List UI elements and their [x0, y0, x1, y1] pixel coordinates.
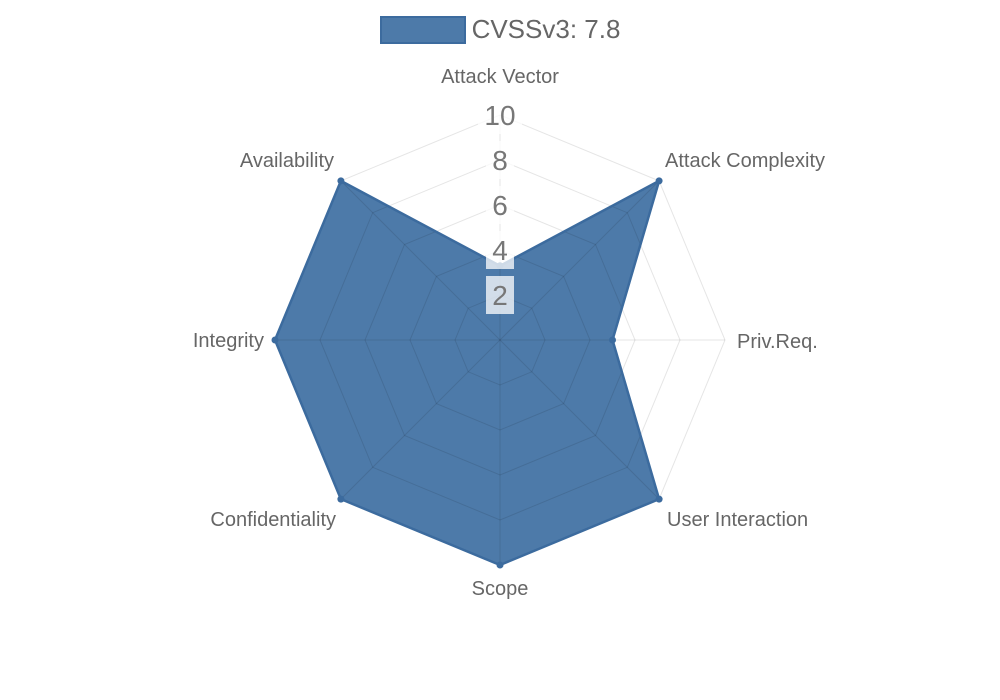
axis-label-attack-complexity: Attack Complexity: [665, 150, 825, 172]
legend-item-cvssv3[interactable]: CVSSv3: 7.8: [379, 14, 621, 45]
legend: CVSSv3: 7.8: [0, 14, 1000, 45]
tick-label-4: 4: [492, 235, 508, 266]
tick-backdrop-2: [486, 276, 514, 314]
data-point-scope[interactable]: [496, 561, 504, 569]
tick-label-8: 8: [492, 145, 508, 176]
tick-label-2: 2: [492, 280, 508, 311]
axis-label-attack-vector: Attack Vector: [441, 66, 559, 88]
tick-backdrop-10: [478, 96, 522, 134]
axis-label-priv-req: Priv.Req.: [737, 331, 818, 353]
axis-line-confidentiality: [340, 339, 501, 500]
axis-line-attack-complexity: [499, 180, 660, 341]
data-point-priv-req[interactable]: [609, 336, 616, 344]
data-point-user-interaction[interactable]: [655, 495, 663, 503]
axis-label-user-interaction: User Interaction: [667, 509, 808, 531]
axis-label-availability: Availability: [240, 150, 334, 172]
cvss-polygon-fill: [275, 180, 660, 565]
axis-label-confidentiality: Confidentiality: [210, 509, 336, 531]
data-point-confidentiality[interactable]: [337, 495, 345, 503]
axis-label-scope: Scope: [472, 578, 529, 600]
tick-label-10: 10: [484, 100, 515, 131]
data-point-availability[interactable]: [337, 177, 345, 185]
grid-ring-8: [319, 159, 681, 521]
axis-label-integrity: Integrity: [193, 330, 264, 352]
grid-ring-6: [364, 204, 636, 476]
tick-backdrop-6: [486, 186, 514, 224]
data-point-integrity[interactable]: [271, 336, 279, 344]
tick-label-6: 6: [492, 190, 508, 221]
grid-ring-2: [454, 294, 546, 386]
tick-backdrop-8: [486, 141, 514, 179]
axis-line-availability: [340, 180, 501, 341]
tick-backdrop-4: [486, 231, 514, 269]
grid-ring-4: [409, 249, 591, 431]
data-point-attack-complexity[interactable]: [655, 177, 663, 185]
legend-label: CVSSv3: 7.8: [471, 14, 621, 44]
legend-color-swatch: [379, 15, 466, 44]
axis-line-user-interaction: [499, 339, 660, 500]
